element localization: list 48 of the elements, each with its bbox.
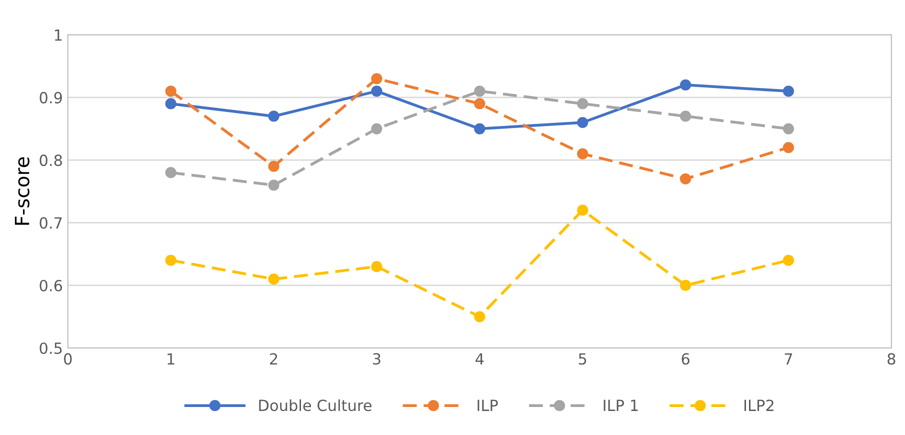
point [165, 254, 176, 266]
point [165, 98, 176, 110]
point [474, 123, 486, 134]
y-tick-label: 0.6 [40, 280, 62, 292]
point [577, 148, 588, 160]
point [577, 116, 588, 128]
y-tick-label: 0.7 [40, 217, 62, 229]
point [577, 98, 588, 110]
point [371, 123, 382, 134]
point [474, 98, 486, 110]
y-tick-label: 1 [54, 29, 62, 41]
point [268, 274, 280, 285]
point [371, 73, 382, 84]
point [782, 86, 794, 97]
point [268, 160, 280, 172]
point [268, 110, 280, 122]
point [371, 86, 382, 97]
x-tick-label: 3 [373, 353, 380, 365]
legend-label: ILP2 [744, 400, 774, 411]
point [165, 86, 176, 97]
y-axis-title: F-score [14, 157, 30, 225]
x-tick-label: 5 [578, 353, 586, 365]
x-tick-label: 0 [64, 353, 72, 365]
point [268, 180, 280, 191]
point [371, 261, 382, 272]
x-tick-label: 4 [476, 353, 484, 364]
y-tick-label: 0.8 [40, 154, 62, 166]
point [165, 167, 176, 178]
legend-label: ILP 1 [604, 400, 638, 411]
x-tick-label: 2 [270, 353, 278, 364]
legend-label: ILP [478, 400, 498, 411]
point [680, 173, 692, 184]
point [680, 110, 692, 122]
point [782, 123, 794, 134]
point [782, 142, 794, 154]
point [577, 204, 588, 216]
point [474, 311, 486, 322]
y-tick-label: 0.9 [40, 92, 62, 104]
x-tick-label: 8 [888, 353, 896, 365]
x-tick-label: 6 [682, 353, 690, 365]
y-tick-label: 0.5 [40, 342, 62, 354]
point [782, 254, 794, 266]
legend-label: Double Culture [259, 399, 372, 412]
x-tick-label: 1 [168, 353, 174, 364]
x-tick-label: 7 [784, 353, 792, 364]
point [474, 86, 486, 97]
point [680, 280, 692, 291]
point [680, 79, 692, 90]
